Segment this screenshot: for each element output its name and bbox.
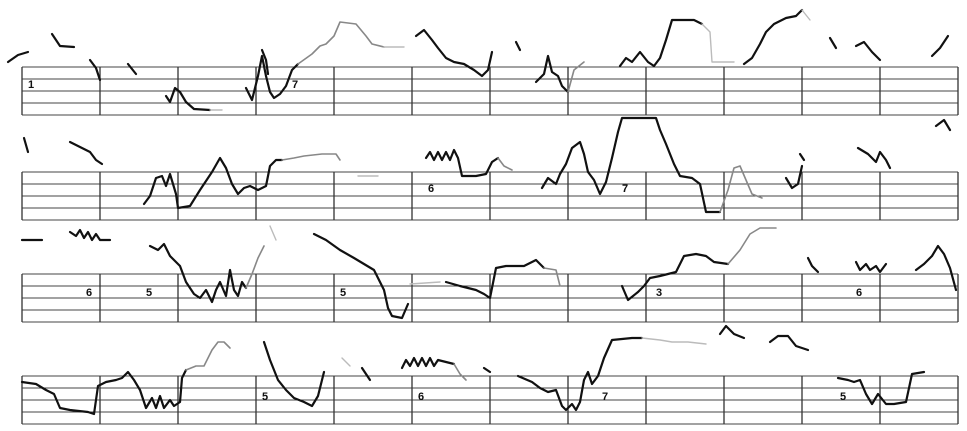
staff-system-3: 6 5 5 3 6 bbox=[20, 225, 959, 323]
pitch-curve bbox=[618, 18, 704, 68]
measure-markers: 6 5 5 3 6 bbox=[86, 287, 862, 299]
measure-number-label: 6 bbox=[856, 287, 862, 299]
pitch-curve bbox=[50, 32, 76, 49]
measure-number-label: 5 bbox=[146, 287, 152, 299]
pitch-curve bbox=[148, 242, 248, 304]
pitch-curve bbox=[620, 252, 730, 302]
staff-system-4: 5 6 7 5 bbox=[20, 324, 959, 425]
pitch-curves bbox=[6, 8, 950, 112]
pitch-curve bbox=[914, 244, 958, 292]
pitch-curve bbox=[856, 146, 892, 170]
pitch-curve bbox=[701, 23, 735, 63]
pitch-curve bbox=[444, 258, 546, 300]
pitch-curve bbox=[768, 334, 810, 352]
pitch-curves bbox=[20, 324, 926, 416]
pitch-curve bbox=[516, 336, 644, 412]
pitch-curve bbox=[22, 136, 30, 154]
barlines bbox=[21, 172, 959, 220]
measure-markers: 5 6 7 5 bbox=[262, 391, 846, 403]
pitch-curve bbox=[20, 368, 188, 416]
pitch-curve bbox=[806, 256, 820, 274]
pitch-curve bbox=[142, 156, 284, 210]
pitch-curve bbox=[6, 50, 30, 64]
pitch-curve bbox=[514, 40, 522, 52]
pitch-curve bbox=[836, 370, 926, 406]
pitch-curve bbox=[297, 21, 385, 65]
pitch-curve bbox=[828, 36, 838, 50]
measure-number-label: 5 bbox=[340, 287, 346, 299]
pitch-curve bbox=[453, 363, 467, 381]
pitch-curve bbox=[312, 232, 410, 320]
pitch-curve bbox=[281, 153, 341, 161]
pitch-curve bbox=[567, 61, 585, 93]
pitch-curve bbox=[164, 86, 212, 112]
pitch-curve bbox=[245, 245, 265, 289]
pitch-curve bbox=[262, 340, 326, 408]
pitch-curve bbox=[742, 8, 804, 66]
pitch-curve bbox=[718, 324, 746, 340]
pitch-curve bbox=[88, 58, 102, 82]
pitch-curve bbox=[727, 227, 777, 265]
pitch-curve bbox=[641, 337, 707, 345]
measure-number-label: 5 bbox=[262, 391, 268, 403]
measure-number-label: 1 bbox=[28, 79, 34, 91]
pitch-curve bbox=[260, 48, 270, 76]
pitch-curve bbox=[543, 267, 561, 287]
pitch-curve bbox=[540, 116, 722, 214]
pitch-curve bbox=[801, 9, 811, 21]
staff-system-1: 1 7 bbox=[6, 8, 959, 116]
pitch-curve bbox=[409, 281, 441, 285]
measure-number-label: 6 bbox=[86, 287, 92, 299]
pitch-curve bbox=[400, 356, 456, 370]
pitch-curve bbox=[534, 54, 570, 94]
pitch-curve bbox=[854, 260, 888, 274]
pitch-curve bbox=[482, 366, 492, 374]
measure-number-label: 7 bbox=[602, 391, 608, 403]
pitch-curve bbox=[854, 40, 882, 62]
pitch-curves bbox=[20, 225, 958, 320]
measure-number-label: 6 bbox=[428, 183, 434, 195]
pitch-curve bbox=[497, 157, 513, 171]
pitch-curve bbox=[424, 148, 500, 178]
pitch-curve bbox=[934, 118, 952, 132]
pitch-curve bbox=[68, 228, 112, 242]
pitch-curve bbox=[414, 28, 494, 78]
pitch-curve bbox=[185, 341, 231, 371]
pitch-curve bbox=[341, 357, 351, 367]
pitch-curve bbox=[930, 34, 950, 58]
measure-number-label: 7 bbox=[292, 79, 298, 91]
pitch-curve bbox=[68, 140, 104, 166]
measure-markers: 1 7 bbox=[28, 79, 298, 91]
measure-number-label: 3 bbox=[656, 287, 662, 299]
pitch-curves bbox=[22, 116, 952, 214]
pitch-curve bbox=[719, 165, 763, 213]
pitch-curve bbox=[360, 366, 372, 382]
measure-number-label: 5 bbox=[840, 391, 846, 403]
staff-system-2: 6 7 bbox=[21, 116, 959, 221]
pitch-curve bbox=[269, 225, 277, 241]
pitch-curve bbox=[784, 164, 804, 190]
pitch-curve bbox=[244, 54, 300, 102]
measure-markers: 6 7 bbox=[428, 183, 628, 195]
barlines bbox=[21, 274, 959, 322]
pitch-curve bbox=[126, 62, 138, 76]
measure-number-label: 6 bbox=[418, 391, 424, 403]
measure-number-label: 7 bbox=[622, 183, 628, 195]
pitch-curve bbox=[798, 152, 806, 162]
